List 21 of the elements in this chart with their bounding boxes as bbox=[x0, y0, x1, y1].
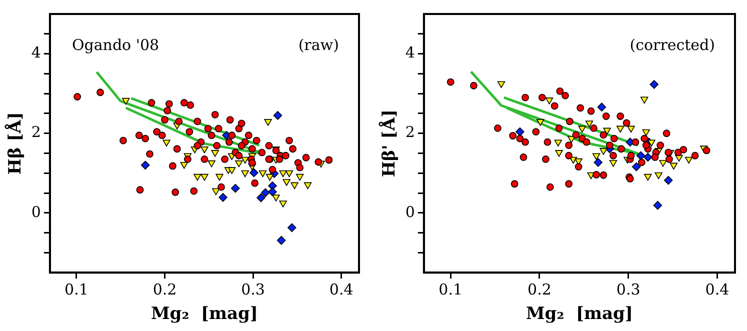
x-axis-title: Mg₂ [mag] bbox=[526, 304, 633, 324]
x-tick-label: 0.3 bbox=[241, 280, 265, 298]
y-axis-title: Hβ [Å] bbox=[4, 112, 26, 175]
y-axis-title: Hβ' [Å] bbox=[378, 109, 400, 178]
y-tick-label: 0 bbox=[31, 202, 41, 221]
x-tick-label: 0.3 bbox=[616, 280, 640, 298]
x-tick-label: 0.2 bbox=[152, 280, 177, 298]
y-tick-label: 2 bbox=[31, 123, 41, 142]
x-tick-label: 0.1 bbox=[438, 280, 463, 298]
x-tick-label: 0.4 bbox=[705, 280, 730, 298]
y-tick-label: 0 bbox=[405, 202, 415, 221]
x-axis-title: Mg₂ [mag] bbox=[150, 304, 258, 324]
annotation: (raw) bbox=[298, 36, 339, 54]
y-tick-label: 4 bbox=[405, 44, 415, 62]
y-tick-label: 4 bbox=[31, 44, 41, 62]
annotation: Ogando '08 bbox=[72, 36, 160, 54]
x-tick-label: 0.1 bbox=[64, 280, 88, 298]
annotation: (corrected) bbox=[630, 36, 715, 54]
x-tick-label: 0.4 bbox=[329, 280, 354, 298]
y-tick-label: 2 bbox=[405, 123, 415, 142]
x-tick-label: 0.2 bbox=[528, 280, 552, 298]
